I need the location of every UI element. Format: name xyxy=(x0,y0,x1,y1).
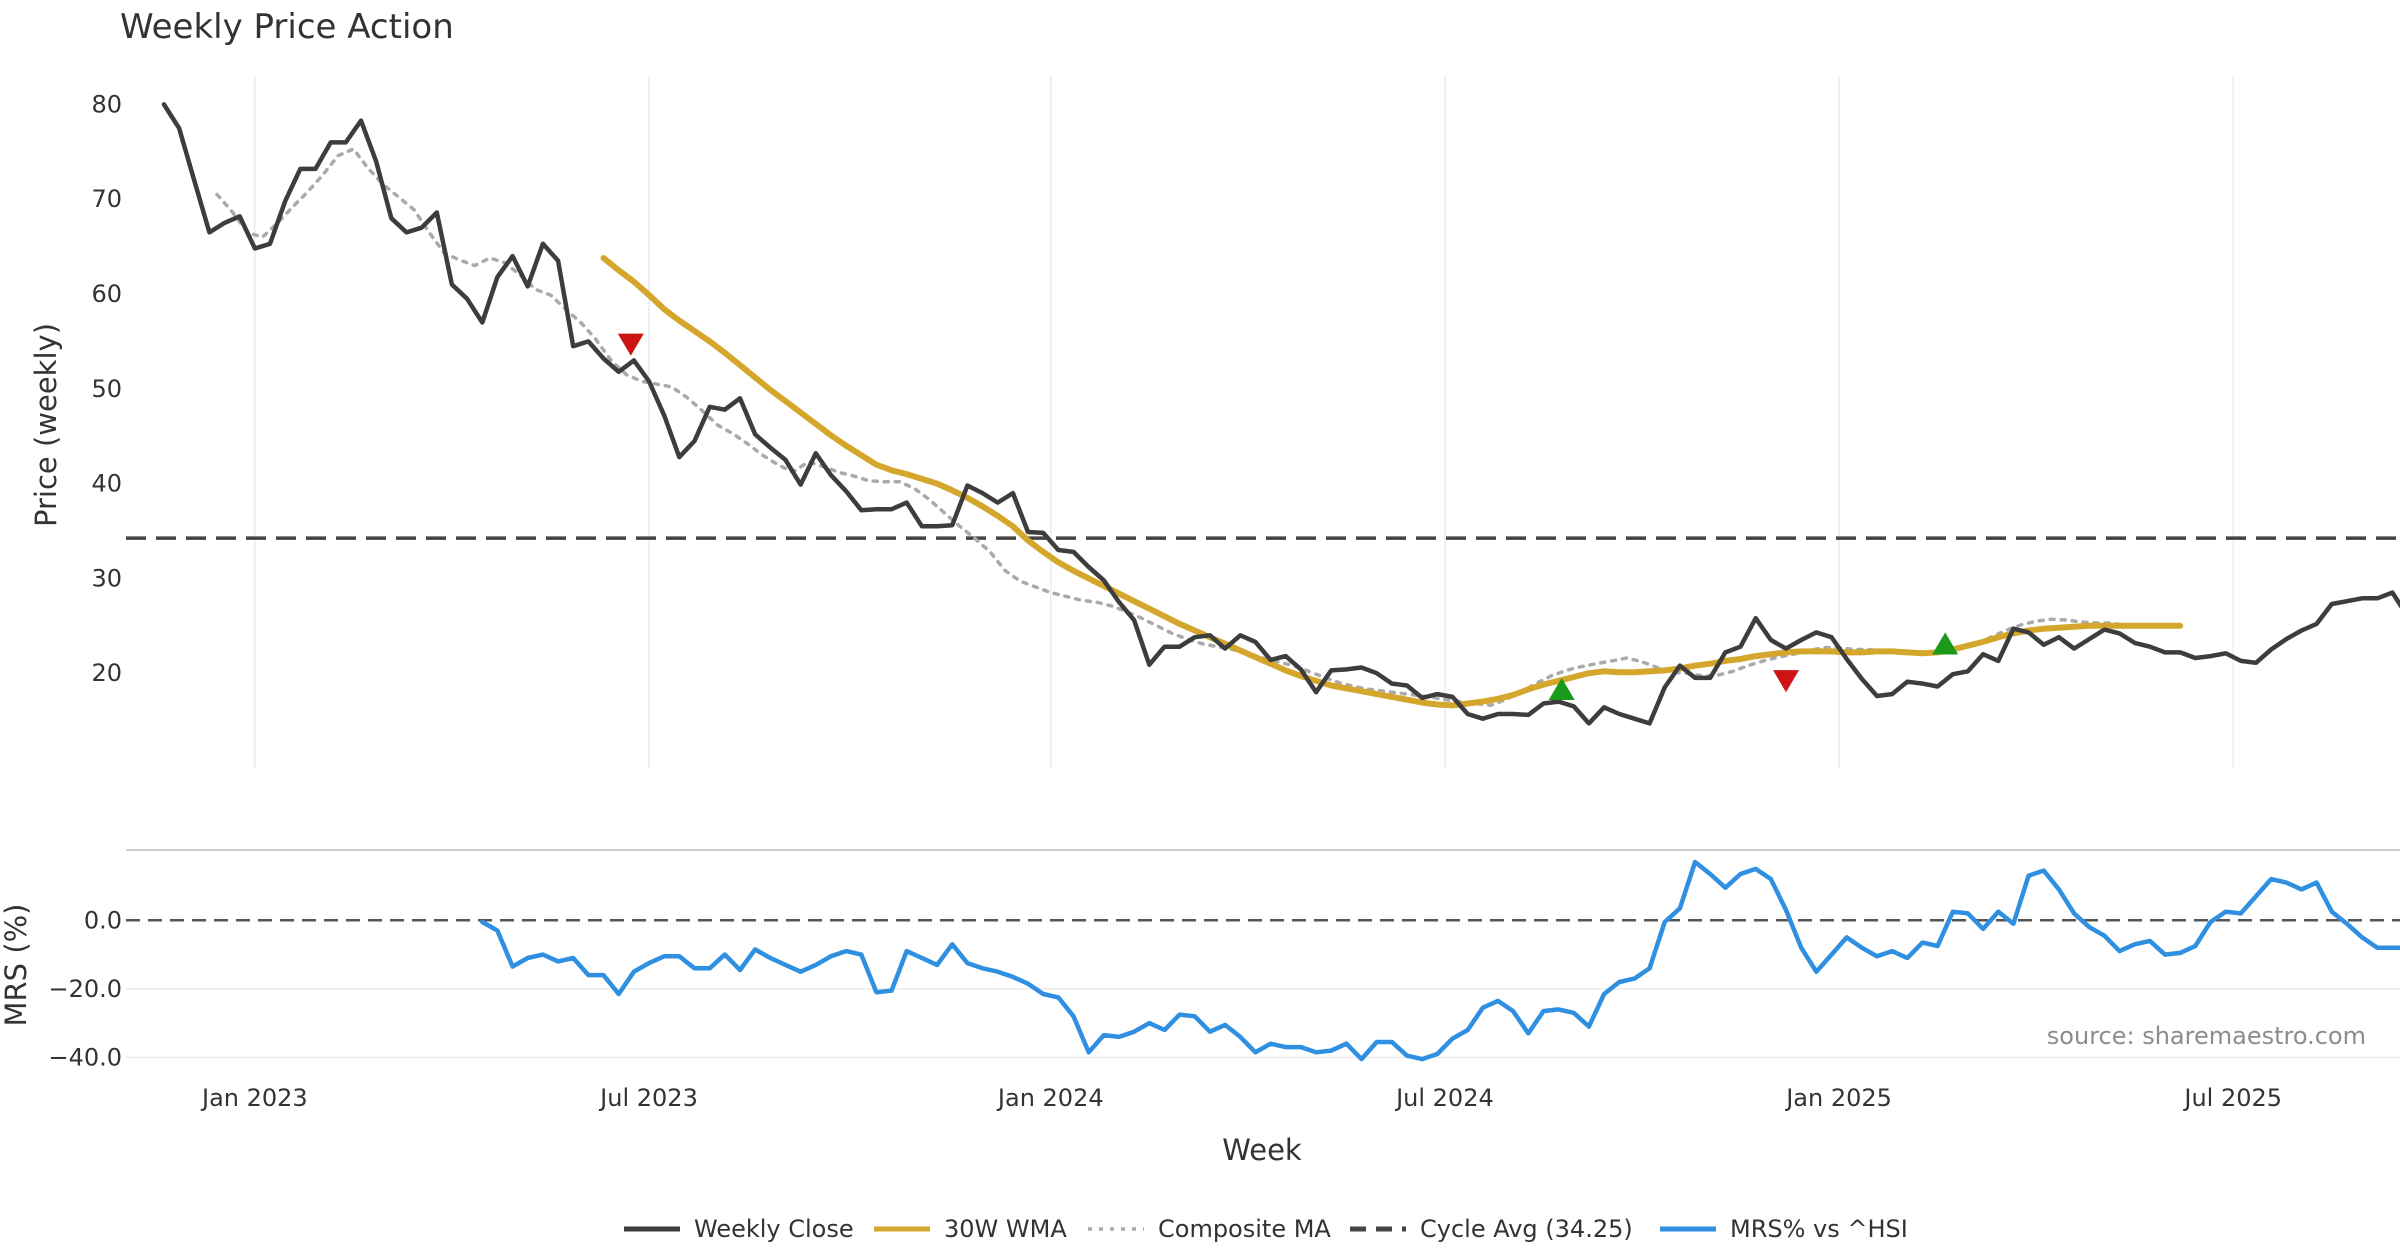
buy-signal-marker xyxy=(1932,632,1959,655)
price-gridlines xyxy=(254,76,2234,768)
x-tick-label: Jan 2023 xyxy=(200,1084,308,1112)
legend-item: Weekly Close xyxy=(624,1215,854,1243)
mrs-y-tick-label: 0.0 xyxy=(84,906,122,934)
weekly-close-line xyxy=(161,102,2400,726)
x-axis-ticks: Jan 2023 Jul 2023 Jan 2024 Jul 2024 Jan 2025… xyxy=(200,1084,2282,1112)
wma-30w-line xyxy=(600,255,2184,709)
mrs-y-ticks: 0.0 −20.0 −40.0 xyxy=(48,906,122,1071)
price-y-tick-label: 50 xyxy=(91,375,122,403)
mrs-y-axis-title: MRS (%) xyxy=(0,904,33,1027)
mrs-series-group xyxy=(480,859,2400,1062)
legend: Weekly Close 30W WMA Composite MA Cycle Avg… xyxy=(624,1215,1908,1243)
mrs-gridlines xyxy=(126,988,2400,1059)
price-y-axis-title: Price (weekly) xyxy=(29,323,63,527)
sell-signal-marker xyxy=(1773,670,1799,693)
legend-label: Weekly Close xyxy=(694,1215,854,1243)
x-tick-label: Jan 2025 xyxy=(1784,1084,1892,1112)
x-tick-label: Jul 2023 xyxy=(598,1084,698,1112)
mrs-panel: 0.0 −20.0 −40.0 MRS (%) source: sharemaest… xyxy=(0,859,2400,1071)
legend-item: Composite MA xyxy=(1088,1215,1331,1243)
legend-item: MRS% vs ^HSI xyxy=(1660,1215,1908,1243)
legend-item: 30W WMA xyxy=(874,1215,1067,1243)
source-annotation: source: sharemaestro.com xyxy=(2047,1022,2366,1050)
price-series-group xyxy=(161,102,2400,726)
price-y-tick-label: 30 xyxy=(91,564,122,592)
sell-signal-marker xyxy=(617,333,644,356)
mrs-line xyxy=(480,859,2400,1062)
x-axis-title: Week xyxy=(1222,1133,1302,1167)
legend-label: 30W WMA xyxy=(944,1215,1067,1243)
price-y-tick-label: 20 xyxy=(91,659,122,687)
price-y-tick-label: 60 xyxy=(91,280,122,308)
legend-label: Composite MA xyxy=(1158,1215,1331,1243)
signal-markers xyxy=(617,333,1959,700)
x-tick-label: Jan 2024 xyxy=(996,1084,1104,1112)
legend-label: MRS% vs ^HSI xyxy=(1730,1215,1908,1243)
price-panel: 20 30 40 50 60 70 80 Price (weekly) xyxy=(29,76,2400,768)
price-y-tick-label: 80 xyxy=(91,90,122,118)
x-tick-label: Jul 2024 xyxy=(1394,1084,1494,1112)
chart-title: Weekly Price Action xyxy=(120,7,454,47)
price-y-tick-label: 40 xyxy=(91,470,122,498)
x-tick-label: Jul 2025 xyxy=(2182,1084,2282,1112)
price-y-ticks: 20 30 40 50 60 70 80 xyxy=(91,90,122,687)
legend-item: Cycle Avg (34.25) xyxy=(1350,1215,1633,1243)
legend-label: Cycle Avg (34.25) xyxy=(1420,1215,1633,1243)
mrs-y-tick-label: −20.0 xyxy=(48,975,122,1003)
price-y-tick-label: 70 xyxy=(91,185,122,213)
buy-signal-marker xyxy=(1548,677,1575,700)
mrs-y-tick-label: −40.0 xyxy=(48,1043,122,1071)
